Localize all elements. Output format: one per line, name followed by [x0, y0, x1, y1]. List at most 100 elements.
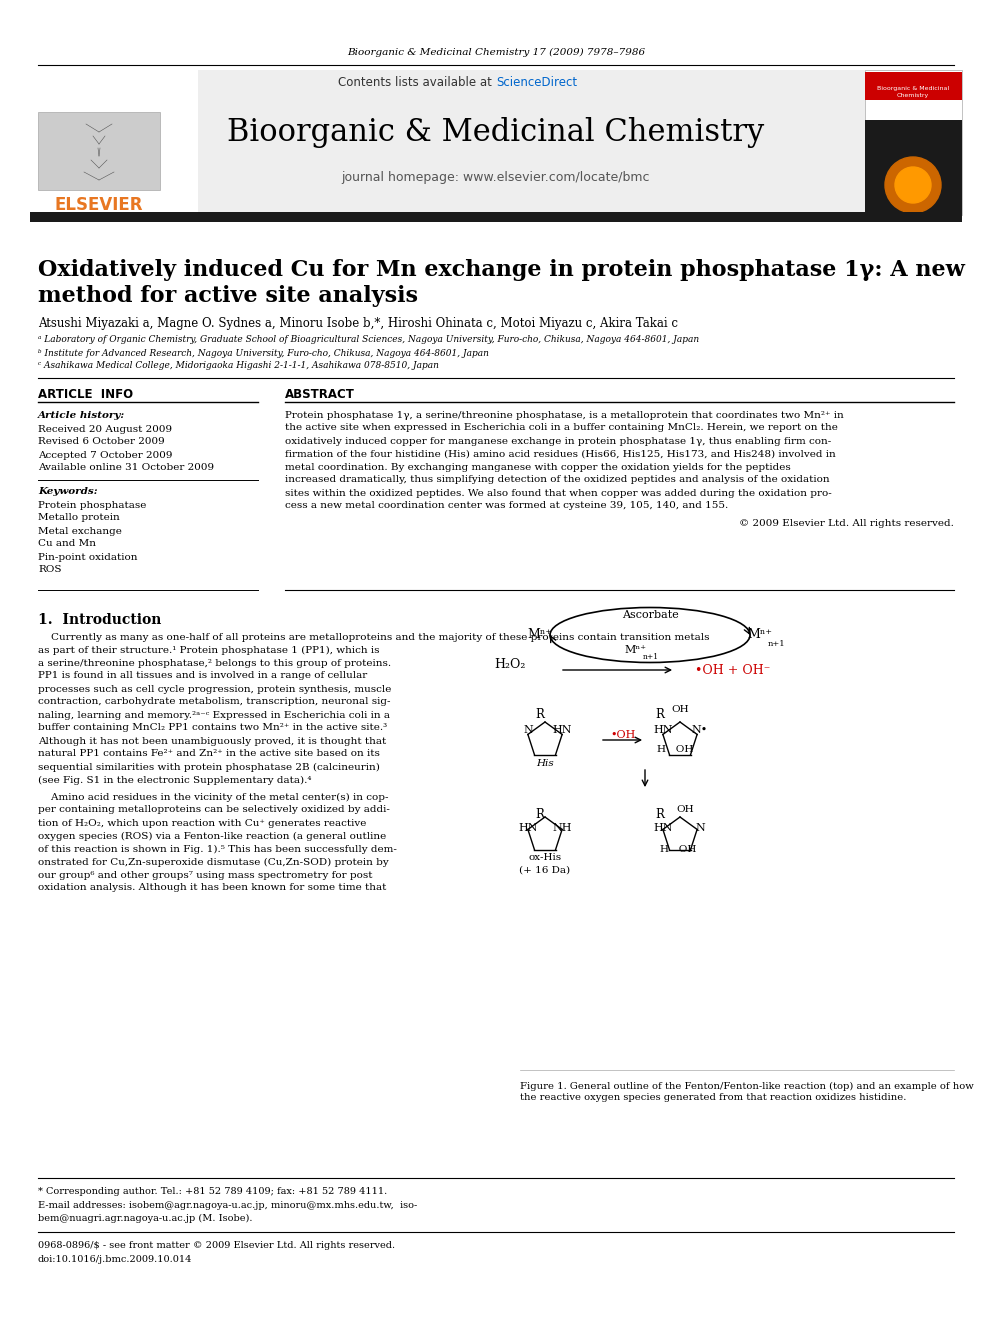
- Text: Although it has not been unambiguously proved, it is thought that: Although it has not been unambiguously p…: [38, 737, 386, 745]
- Circle shape: [895, 167, 931, 202]
- Text: HN: HN: [553, 725, 571, 736]
- Text: naling, learning and memory.²ᵃ⁻ᶜ Expressed in Escherichia coli in a: naling, learning and memory.²ᵃ⁻ᶜ Express…: [38, 710, 390, 720]
- Text: Metal exchange: Metal exchange: [38, 527, 122, 536]
- Text: ox-His: ox-His: [529, 852, 561, 861]
- Text: Figure 1. General outline of the Fenton/Fenton-like reaction (top) and an exampl: Figure 1. General outline of the Fenton/…: [520, 1082, 974, 1102]
- Text: NH: NH: [553, 823, 571, 833]
- Text: * Corresponding author. Tel.: +81 52 789 4109; fax: +81 52 789 4111.: * Corresponding author. Tel.: +81 52 789…: [38, 1188, 387, 1196]
- Text: doi:10.1016/j.bmc.2009.10.014: doi:10.1016/j.bmc.2009.10.014: [38, 1254, 192, 1263]
- Text: ROS: ROS: [38, 565, 62, 574]
- Text: Cu and Mn: Cu and Mn: [38, 540, 96, 549]
- Text: ScienceDirect: ScienceDirect: [496, 75, 577, 89]
- Text: R: R: [656, 709, 665, 721]
- Bar: [865, 71, 962, 101]
- Text: (see Fig. S1 in the electronic Supplementary data).⁴: (see Fig. S1 in the electronic Supplemen…: [38, 775, 311, 785]
- Bar: [30, 70, 198, 216]
- Text: 1.  Introduction: 1. Introduction: [38, 613, 162, 627]
- Text: •OH + OH⁻: •OH + OH⁻: [695, 664, 771, 676]
- Text: Bioorganic & Medicinal Chemistry 17 (2009) 7978–7986: Bioorganic & Medicinal Chemistry 17 (200…: [347, 48, 645, 57]
- Text: metal coordination. By exchanging manganese with copper the oxidation yields for: metal coordination. By exchanging mangan…: [285, 463, 791, 471]
- Text: H₂O₂: H₂O₂: [494, 659, 526, 672]
- Text: OH: OH: [672, 705, 688, 714]
- Text: Protein phosphatase: Protein phosphatase: [38, 500, 147, 509]
- Text: N: N: [523, 725, 533, 736]
- Bar: [865, 70, 962, 216]
- Text: 0968-0896/$ - see front matter © 2009 Elsevier Ltd. All rights reserved.: 0968-0896/$ - see front matter © 2009 El…: [38, 1241, 395, 1250]
- Text: HN: HN: [518, 823, 538, 833]
- Text: Pin-point oxidation: Pin-point oxidation: [38, 553, 138, 561]
- Text: processes such as cell cycle progression, protein synthesis, muscle: processes such as cell cycle progression…: [38, 684, 392, 693]
- Text: oxidatively induced copper for manganese exchange in protein phosphatase 1γ, thu: oxidatively induced copper for manganese…: [285, 437, 831, 446]
- Text: HN: HN: [654, 823, 673, 833]
- Text: OH: OH: [677, 806, 693, 815]
- Text: journal homepage: www.elsevier.com/locate/bmc: journal homepage: www.elsevier.com/locat…: [342, 172, 650, 184]
- Text: our group⁶ and other groups⁷ using mass spectrometry for post: our group⁶ and other groups⁷ using mass …: [38, 871, 373, 880]
- Text: Metallo protein: Metallo protein: [38, 513, 120, 523]
- Text: sites within the oxidized peptides. We also found that when copper was added dur: sites within the oxidized peptides. We a…: [285, 488, 831, 497]
- Bar: [865, 120, 962, 216]
- Text: Mⁿ⁺: Mⁿ⁺: [528, 628, 553, 642]
- Text: •OH: •OH: [610, 730, 636, 740]
- Text: R: R: [536, 808, 545, 822]
- Text: R: R: [536, 709, 545, 721]
- Text: E-mail addresses: isobem@agr.nagoya-u.ac.jp, minoru@mx.mhs.edu.tw,  iso-: E-mail addresses: isobem@agr.nagoya-u.ac…: [38, 1200, 418, 1209]
- Text: onstrated for Cu,Zn-superoxide dismutase (Cu,Zn-SOD) protein by: onstrated for Cu,Zn-superoxide dismutase…: [38, 857, 389, 867]
- Bar: [30, 70, 962, 216]
- Text: natural PP1 contains Fe²⁺ and Zn²⁺ in the active site based on its: natural PP1 contains Fe²⁺ and Zn²⁺ in th…: [38, 750, 380, 758]
- Text: Bioorganic & Medicinal
Chemistry: Bioorganic & Medicinal Chemistry: [877, 86, 949, 98]
- Text: oxidation analysis. Although it has been known for some time that: oxidation analysis. Although it has been…: [38, 884, 386, 893]
- Text: Received 20 August 2009: Received 20 August 2009: [38, 425, 173, 434]
- Text: Bioorganic & Medicinal Chemistry: Bioorganic & Medicinal Chemistry: [227, 116, 765, 147]
- Text: ᵇ Institute for Advanced Research, Nagoya University, Furo-cho, Chikusa, Nagoya : ᵇ Institute for Advanced Research, Nagoy…: [38, 348, 489, 357]
- Text: HN: HN: [654, 725, 673, 736]
- Text: Ascorbate: Ascorbate: [622, 610, 679, 620]
- Text: ᵃ Laboratory of Organic Chemistry, Graduate School of Bioagricultural Sciences, : ᵃ Laboratory of Organic Chemistry, Gradu…: [38, 336, 699, 344]
- Text: Accepted 7 October 2009: Accepted 7 October 2009: [38, 451, 173, 459]
- Text: contraction, carbohydrate metabolism, transcription, neuronal sig-: contraction, carbohydrate metabolism, tr…: [38, 697, 391, 706]
- Text: (+ 16 Da): (+ 16 Da): [520, 865, 570, 875]
- Text: sequential similarities with protein phosphatase 2B (calcineurin): sequential similarities with protein pho…: [38, 762, 380, 771]
- Bar: [30, 212, 962, 222]
- Text: per containing metalloproteins can be selectively oxidized by addi-: per containing metalloproteins can be se…: [38, 806, 390, 815]
- Text: ABSTRACT: ABSTRACT: [285, 388, 355, 401]
- Text: a serine/threonine phosphatase,² belongs to this group of proteins.: a serine/threonine phosphatase,² belongs…: [38, 659, 391, 668]
- Bar: [38, 112, 160, 191]
- Text: Atsushi Miyazaki a, Magne O. Sydnes a, Minoru Isobe b,*, Hiroshi Ohinata c, Moto: Atsushi Miyazaki a, Magne O. Sydnes a, M…: [38, 316, 678, 329]
- Text: increased dramatically, thus simplifying detection of the oxidized peptides and : increased dramatically, thus simplifying…: [285, 475, 829, 484]
- Text: method for active site analysis: method for active site analysis: [38, 284, 418, 307]
- Text: H   OH: H OH: [657, 745, 693, 754]
- Text: Contents lists available at: Contents lists available at: [338, 75, 496, 89]
- Text: N: N: [695, 823, 705, 833]
- Text: ELSEVIER: ELSEVIER: [55, 196, 143, 214]
- Text: Amino acid residues in the vicinity of the metal center(s) in cop-: Amino acid residues in the vicinity of t…: [38, 792, 389, 802]
- Text: © 2009 Elsevier Ltd. All rights reserved.: © 2009 Elsevier Ltd. All rights reserved…: [739, 520, 954, 528]
- Circle shape: [885, 157, 941, 213]
- Text: buffer containing MnCl₂ PP1 contains two Mn²⁺ in the active site.³: buffer containing MnCl₂ PP1 contains two…: [38, 724, 387, 733]
- Text: Oxidatively induced Cu for Mn exchange in protein phosphatase 1γ: A new: Oxidatively induced Cu for Mn exchange i…: [38, 259, 965, 280]
- Text: n+1: n+1: [768, 640, 786, 648]
- Text: of this reaction is shown in Fig. 1).⁵ This has been successfully dem-: of this reaction is shown in Fig. 1).⁵ T…: [38, 844, 397, 853]
- Text: as part of their structure.¹ Protein phosphatase 1 (PP1), which is: as part of their structure.¹ Protein pho…: [38, 646, 380, 655]
- Text: tion of H₂O₂, which upon reaction with Cu⁺ generates reactive: tion of H₂O₂, which upon reaction with C…: [38, 819, 366, 827]
- Text: oxygen species (ROS) via a Fenton-like reaction (a general outline: oxygen species (ROS) via a Fenton-like r…: [38, 831, 386, 840]
- Text: Mⁿ⁺: Mⁿ⁺: [748, 628, 773, 642]
- Text: Article history:: Article history:: [38, 410, 125, 419]
- Text: firmation of the four histidine (His) amino acid residues (His66, His125, His173: firmation of the four histidine (His) am…: [285, 450, 835, 459]
- Text: PP1 is found in all tissues and is involved in a range of cellular: PP1 is found in all tissues and is invol…: [38, 672, 367, 680]
- Text: His: His: [536, 758, 554, 767]
- Text: Available online 31 October 2009: Available online 31 October 2009: [38, 463, 214, 472]
- Text: Protein phosphatase 1γ, a serine/threonine phosphatase, is a metalloprotein that: Protein phosphatase 1γ, a serine/threoni…: [285, 410, 844, 419]
- Text: H   OH: H OH: [660, 845, 696, 855]
- Text: Keywords:: Keywords:: [38, 487, 97, 496]
- Text: R: R: [656, 808, 665, 822]
- Text: Revised 6 October 2009: Revised 6 October 2009: [38, 438, 165, 446]
- Text: cess a new metal coordination center was formed at cysteine 39, 105, 140, and 15: cess a new metal coordination center was…: [285, 501, 728, 511]
- Text: the active site when expressed in Escherichia coli in a buffer containing MnCl₂.: the active site when expressed in Escher…: [285, 423, 838, 433]
- Text: ARTICLE  INFO: ARTICLE INFO: [38, 388, 133, 401]
- Text: bem@nuagri.agr.nagoya-u.ac.jp (M. Isobe).: bem@nuagri.agr.nagoya-u.ac.jp (M. Isobe)…: [38, 1213, 253, 1222]
- Text: n+1: n+1: [643, 654, 659, 662]
- Text: N•: N•: [691, 725, 708, 736]
- Text: Currently as many as one-half of all proteins are metalloproteins and the majori: Currently as many as one-half of all pro…: [38, 632, 709, 642]
- Text: Mⁿ⁺: Mⁿ⁺: [624, 646, 646, 655]
- Text: ᶜ Asahikawa Medical College, Midorigaoka Higashi 2-1-1-1, Asahikawa 078-8510, Ja: ᶜ Asahikawa Medical College, Midorigaoka…: [38, 361, 438, 370]
